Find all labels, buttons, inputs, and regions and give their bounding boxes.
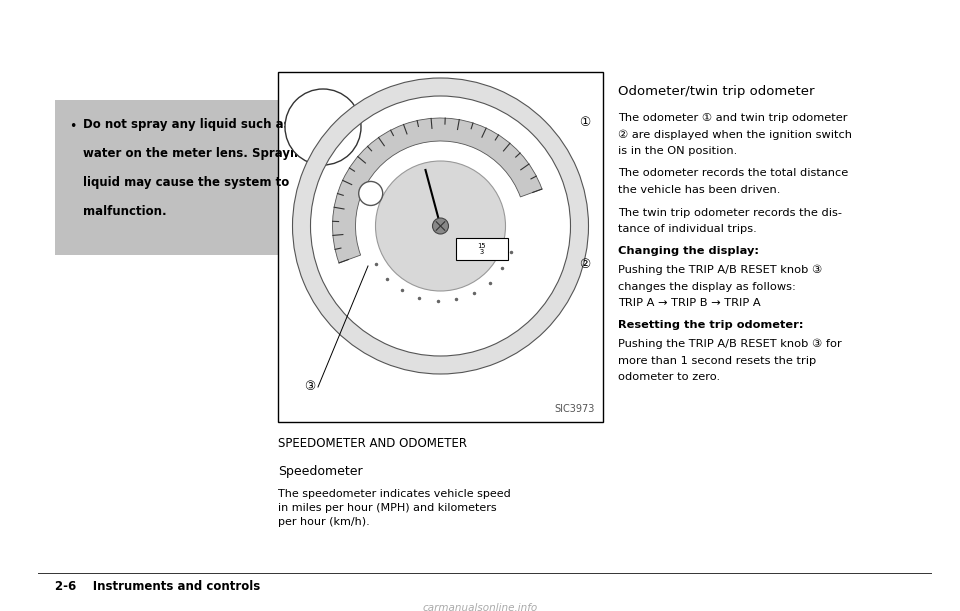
Text: ③: ③ xyxy=(304,381,316,393)
Text: water on the meter lens. Spraying: water on the meter lens. Spraying xyxy=(83,147,311,160)
Text: SIC3973: SIC3973 xyxy=(555,404,595,414)
Text: The odometer records the total distance: The odometer records the total distance xyxy=(618,169,849,178)
Text: ②: ② xyxy=(580,258,590,271)
Bar xyxy=(455,238,508,260)
Text: changes the display as follows:: changes the display as follows: xyxy=(618,282,796,291)
Wedge shape xyxy=(293,78,588,374)
Text: ② are displayed when the ignition switch: ② are displayed when the ignition switch xyxy=(618,130,852,140)
Text: Do not spray any liquid such as: Do not spray any liquid such as xyxy=(83,118,291,131)
Text: more than 1 second resets the trip: more than 1 second resets the trip xyxy=(618,356,816,365)
Text: Odometer/twin trip odometer: Odometer/twin trip odometer xyxy=(618,85,814,98)
Bar xyxy=(278,72,603,422)
Text: The odometer ① and twin trip odometer: The odometer ① and twin trip odometer xyxy=(618,113,848,123)
Text: The twin trip odometer records the dis-: The twin trip odometer records the dis- xyxy=(618,208,842,218)
Wedge shape xyxy=(332,118,542,263)
Circle shape xyxy=(359,181,383,205)
Text: TRIP A → TRIP B → TRIP A: TRIP A → TRIP B → TRIP A xyxy=(618,298,760,308)
Text: 2-6    Instruments and controls: 2-6 Instruments and controls xyxy=(55,580,260,593)
Text: is in the ON position.: is in the ON position. xyxy=(618,146,737,156)
Text: the vehicle has been driven.: the vehicle has been driven. xyxy=(618,185,780,195)
Text: SPEEDOMETER AND ODOMETER: SPEEDOMETER AND ODOMETER xyxy=(278,437,467,450)
Text: Changing the display:: Changing the display: xyxy=(618,246,759,257)
Text: malfunction.: malfunction. xyxy=(83,205,167,218)
Text: Speedometer: Speedometer xyxy=(278,465,363,478)
Text: Resetting the trip odometer:: Resetting the trip odometer: xyxy=(618,321,804,331)
Text: •: • xyxy=(69,120,77,133)
Circle shape xyxy=(433,218,448,234)
Text: Pushing the TRIP A/B RESET knob ③ for: Pushing the TRIP A/B RESET knob ③ for xyxy=(618,339,842,349)
Text: Pushing the TRIP A/B RESET knob ③: Pushing the TRIP A/B RESET knob ③ xyxy=(618,265,823,276)
Bar xyxy=(55,100,360,255)
Text: odometer to zero.: odometer to zero. xyxy=(618,372,720,382)
Text: 15
3: 15 3 xyxy=(477,243,486,255)
Text: carmanualsonline.info: carmanualsonline.info xyxy=(422,603,538,611)
Circle shape xyxy=(298,83,584,369)
Text: The speedometer indicates vehicle speed
in miles per hour (MPH) and kilometers
p: The speedometer indicates vehicle speed … xyxy=(278,489,511,527)
Text: tance of individual trips.: tance of individual trips. xyxy=(618,224,756,234)
Circle shape xyxy=(375,161,506,291)
Circle shape xyxy=(285,89,361,165)
Text: liquid may cause the system to: liquid may cause the system to xyxy=(83,176,289,189)
Text: ①: ① xyxy=(580,115,590,128)
